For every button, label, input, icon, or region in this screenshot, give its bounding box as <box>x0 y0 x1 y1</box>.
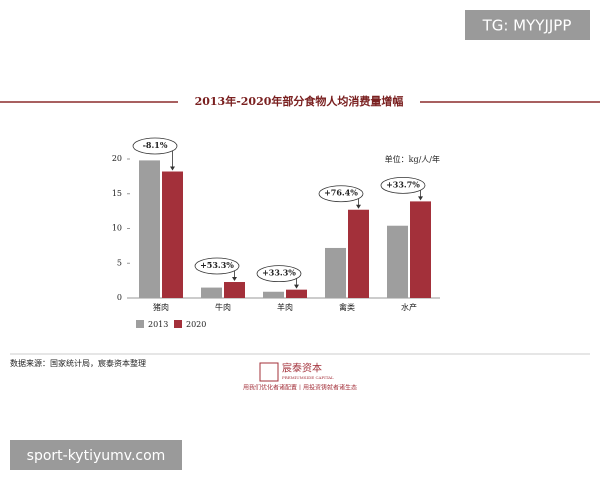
bar <box>325 247 346 298</box>
bar <box>410 201 431 298</box>
watermark: TG: MYYJJPP <box>482 17 572 35</box>
chart-title: 2013年-2020年部分食物人均消费量增幅 <box>195 94 404 108</box>
y-tick-label: 0 <box>117 293 122 302</box>
annotation-bubble <box>132 137 178 155</box>
annotation: -8.1% <box>143 140 168 150</box>
x-tick-label: 禽类 <box>339 302 355 312</box>
arrow-head <box>170 166 175 171</box>
bar <box>348 209 369 298</box>
annotation-bubble <box>318 185 364 203</box>
site-label: sport-kytiyumv.com <box>27 448 166 464</box>
logo-icon <box>259 362 279 382</box>
source: 数据来源：国家统计局，宸泰资本整理 <box>10 358 146 368</box>
watermark-box <box>465 10 590 40</box>
y-tick-label: 5 <box>117 258 122 267</box>
bar <box>286 289 307 298</box>
annotation-bubble <box>380 176 426 194</box>
legend-swatch <box>136 320 144 328</box>
arrow-head <box>294 284 299 289</box>
site-box <box>10 440 182 470</box>
annotation: +76.4% <box>324 188 358 198</box>
x-tick-label: 水产 <box>401 302 417 312</box>
bar <box>162 171 183 298</box>
legend-label: 2013 <box>148 320 168 329</box>
legend-label: 2020 <box>186 320 206 329</box>
annotation: +33.7% <box>386 179 420 189</box>
slogan: 用我们优化者诸配置丨用投资铸就者诸生态 <box>243 384 357 392</box>
x-tick-label: 羊肉 <box>277 302 293 312</box>
annotation: +53.3% <box>200 260 234 270</box>
y-tick-label: 15 <box>112 189 122 198</box>
x-tick-label: 牛肉 <box>215 302 231 312</box>
y-tick-label: 20 <box>112 154 122 163</box>
x-tick-label: 猪肉 <box>153 302 169 312</box>
unit-label: 单位：kg/人/年 <box>385 154 440 164</box>
y-tick-label: 10 <box>112 224 122 233</box>
logo-name: 宸泰资本 <box>282 362 322 375</box>
bar <box>387 225 408 298</box>
bar <box>224 282 245 298</box>
annotation: +33.3% <box>262 268 296 278</box>
arrow-head <box>232 277 237 282</box>
bar <box>263 291 284 298</box>
logo-sub: PREMIUMSIDE CAPITAL <box>282 375 334 380</box>
bar <box>139 160 160 298</box>
arrow-head <box>418 196 423 201</box>
legend-swatch <box>174 320 182 328</box>
bar <box>201 287 222 298</box>
annotation-bubble <box>256 265 302 283</box>
annotation-bubble <box>194 257 240 275</box>
arrow-head <box>356 204 361 209</box>
